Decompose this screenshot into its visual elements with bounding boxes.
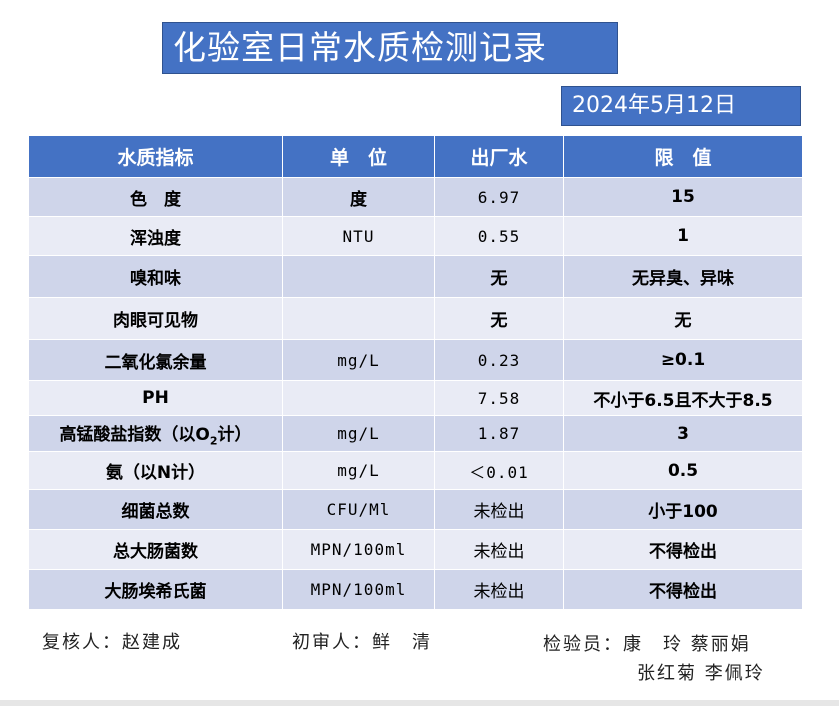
bottom-divider — [0, 700, 839, 706]
page-title: 化验室日常水质检测记录 — [162, 22, 618, 74]
value-cell: 7.58 — [434, 380, 564, 416]
table-row: 氨（以N计） mg/L ＜0.01 0.5 — [28, 451, 803, 490]
limit-cell: 无 — [563, 297, 803, 340]
limit-cell: 不得检出 — [563, 569, 803, 610]
indicator-cell: 浑浊度 — [28, 216, 283, 256]
indicator-cell: 高锰酸盐指数（以O2计） — [28, 415, 283, 452]
limit-cell: 0.5 — [563, 451, 803, 490]
value-cell: ＜0.01 — [434, 451, 564, 490]
date-label: 2024年5月12日 — [561, 86, 801, 126]
inspectors-label-line2: 张红菊 李佩玲 — [637, 663, 765, 684]
table-row: 高锰酸盐指数（以O2计） mg/L 1.87 3 — [28, 415, 803, 452]
indicator-cell: 大肠埃希氏菌 — [28, 569, 283, 610]
value-cell: 未检出 — [434, 529, 564, 570]
table-row: PH 7.58 不小于6.5且不大于8.5 — [28, 380, 803, 416]
table-row: 二氧化氯余量 mg/L 0.23 ≥0.1 — [28, 339, 803, 381]
unit-cell — [282, 297, 435, 340]
indicator-cell: 嗅和味 — [28, 255, 283, 298]
table-row: 色 度 度 6.97 15 — [28, 177, 803, 217]
limit-cell: 1 — [563, 216, 803, 256]
unit-cell: mg/L — [282, 339, 435, 381]
value-cell: 6.97 — [434, 177, 564, 217]
indicator-cell: 色 度 — [28, 177, 283, 217]
table-row: 总大肠菌数 MPN/100ml 未检出 不得检出 — [28, 529, 803, 570]
first-reviewer-label: 初审人：鲜 清 — [292, 632, 432, 653]
unit-cell: MPN/100ml — [282, 529, 435, 570]
table-row: 浑浊度 NTU 0.55 1 — [28, 216, 803, 256]
value-cell: 未检出 — [434, 569, 564, 610]
limit-cell: 不小于6.5且不大于8.5 — [563, 380, 803, 416]
table-row: 嗅和味 无 无异臭、异味 — [28, 255, 803, 298]
indicator-cell: 总大肠菌数 — [28, 529, 283, 570]
table-header-row: 水质指标 单 位 出厂水 限 值 — [28, 135, 803, 178]
inspectors-label: 检验员：康 玲 蔡丽娟 — [543, 634, 751, 655]
unit-cell — [282, 380, 435, 416]
indicator-subscript: 2 — [209, 434, 218, 448]
indicator-cell: 二氧化氯余量 — [28, 339, 283, 381]
value-cell: 0.23 — [434, 339, 564, 381]
unit-cell: NTU — [282, 216, 435, 256]
unit-cell: mg/L — [282, 415, 435, 452]
table-row: 大肠埃希氏菌 MPN/100ml 未检出 不得检出 — [28, 569, 803, 610]
indicator-cell: 氨（以N计） — [28, 451, 283, 490]
unit-cell: CFU/Ml — [282, 489, 435, 530]
unit-cell: mg/L — [282, 451, 435, 490]
unit-cell: MPN/100ml — [282, 569, 435, 610]
value-cell: 未检出 — [434, 489, 564, 530]
reviewer-label: 复核人：赵建成 — [42, 632, 182, 653]
value-cell: 1.87 — [434, 415, 564, 452]
header-limit: 限 值 — [563, 135, 803, 178]
table-row: 细菌总数 CFU/Ml 未检出 小于100 — [28, 489, 803, 530]
header-value: 出厂水 — [434, 135, 564, 178]
value-cell: 0.55 — [434, 216, 564, 256]
limit-cell: ≥0.1 — [563, 339, 803, 381]
indicator-cell: PH — [28, 380, 283, 416]
indicator-text-suffix: 计） — [217, 424, 252, 445]
header-indicator: 水质指标 — [28, 135, 283, 178]
indicator-cell: 肉眼可见物 — [28, 297, 283, 340]
indicator-cell: 细菌总数 — [28, 489, 283, 530]
water-quality-table: 水质指标 单 位 出厂水 限 值 色 度 度 6.97 15 浑浊度 NTU 0… — [28, 135, 803, 610]
limit-cell: 小于100 — [563, 489, 803, 530]
unit-cell: 度 — [282, 177, 435, 217]
limit-cell: 无异臭、异味 — [563, 255, 803, 298]
table-row: 肉眼可见物 无 无 — [28, 297, 803, 340]
limit-cell: 不得检出 — [563, 529, 803, 570]
indicator-text: 高锰酸盐指数（以O — [59, 424, 210, 445]
limit-cell: 15 — [563, 177, 803, 217]
value-cell: 无 — [434, 255, 564, 298]
limit-cell: 3 — [563, 415, 803, 452]
unit-cell — [282, 255, 435, 298]
header-unit: 单 位 — [282, 135, 435, 178]
value-cell: 无 — [434, 297, 564, 340]
